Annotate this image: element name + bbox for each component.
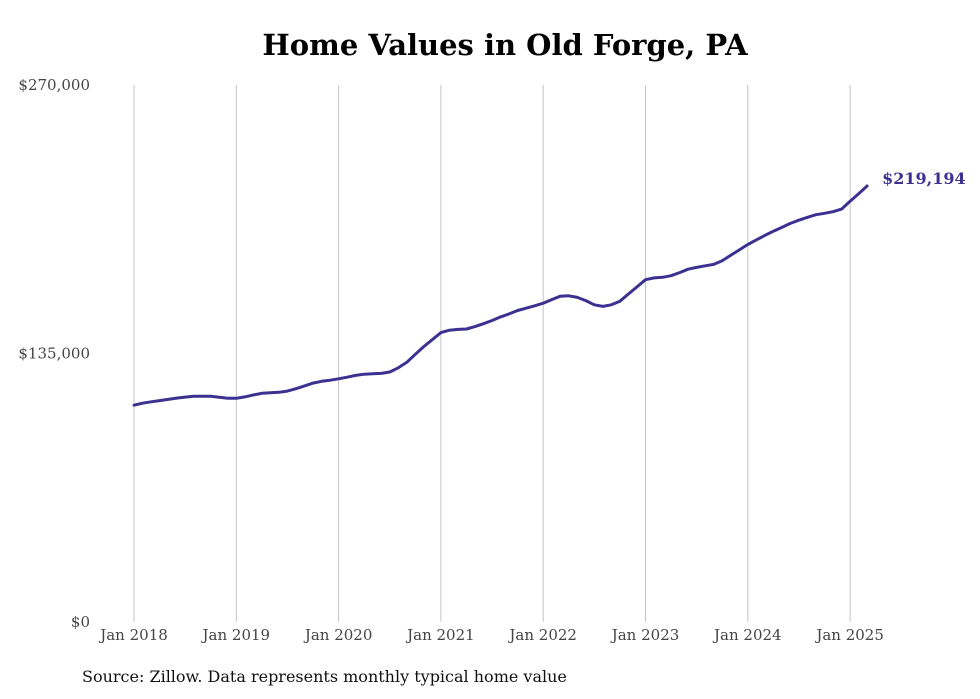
source-note: Source: Zillow. Data represents monthly … <box>82 667 567 686</box>
x-axis: Jan 2018 Jan 2019 Jan 2020 Jan 2021 Jan 2022… <box>98 626 884 644</box>
series-line <box>132 184 869 407</box>
grid-lines <box>133 85 851 622</box>
x-tick-label: Jan 2018 <box>98 626 168 644</box>
x-tick-label: Jan 2021 <box>405 626 475 644</box>
y-tick-label: $135,000 <box>18 345 90 363</box>
chart-title: Home Values in Old Forge, PA <box>262 28 748 62</box>
y-axis: $270,000 $135,000 $0 <box>18 76 90 631</box>
y-tick-label: $0 <box>71 613 90 631</box>
y-tick-label: $270,000 <box>18 76 90 94</box>
x-tick-label: Jan 2020 <box>303 626 373 644</box>
x-tick-label: Jan 2025 <box>814 626 884 644</box>
last-value-label: $219,194 <box>882 169 966 188</box>
series-group: $219,194 <box>132 169 966 407</box>
x-tick-label: Jan 2022 <box>507 626 577 644</box>
x-tick-label: Jan 2019 <box>201 626 271 644</box>
line-chart: $270,000$135,000$0 Jan 2018 Jan 2019 Jan 2… <box>18 76 966 644</box>
x-tick-label: Jan 2023 <box>610 626 680 644</box>
x-tick-label: Jan 2024 <box>712 626 782 644</box>
